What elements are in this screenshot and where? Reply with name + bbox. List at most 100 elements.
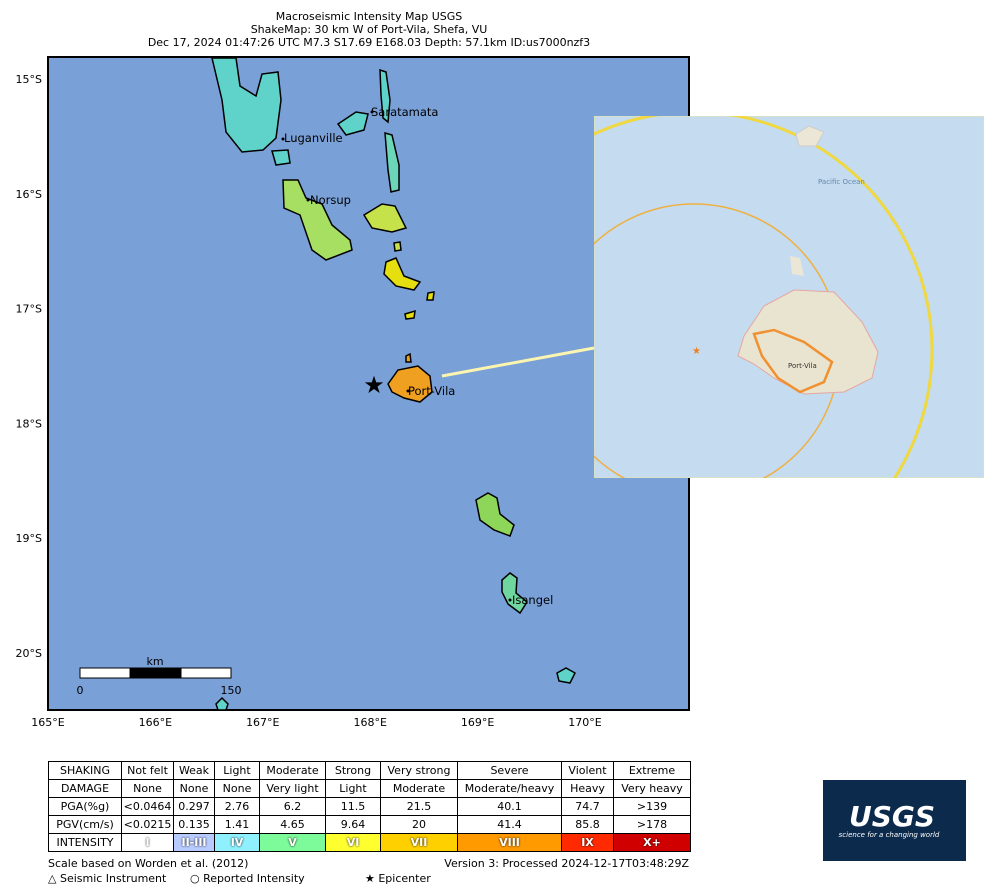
legend-cell: 40.1 (457, 797, 562, 816)
place-label: Saratamata (371, 105, 438, 119)
places: Saratamata Luganville Norsup Port-Vila I… (281, 105, 553, 607)
lon-label: 167°E (246, 716, 279, 729)
legend-cell: 21.5 (380, 797, 458, 816)
legend-cell: Severe (457, 761, 562, 780)
title-line: Dec 17, 2024 01:47:26 UTC M7.3 S17.69 E1… (148, 36, 590, 49)
inset-contour (752, 328, 834, 394)
logo-name: USGS (849, 800, 935, 833)
inset-epicenter: ★ (692, 346, 701, 357)
place-dot (370, 110, 374, 114)
island (271, 149, 291, 166)
lat-label: 18°S (16, 417, 42, 430)
lon-label: 166°E (139, 716, 172, 729)
legend-row: PGV(cm/s) <0.0215 0.135 1.41 4.65 9.64 20 41.4 8… (48, 815, 691, 834)
intensity-contour (594, 116, 934, 478)
scale-segment (79, 667, 131, 679)
logo-tagline: science for a changing world (839, 831, 940, 839)
lat-label: 16°S (16, 188, 42, 201)
legend-cell: 85.8 (561, 815, 614, 834)
island (282, 179, 353, 261)
island (215, 696, 229, 711)
place-label: Port-Vila (408, 384, 455, 398)
inset-city-label: Port-Vila (788, 362, 817, 370)
scale-start: 0 (77, 684, 84, 697)
legend-cell: SHAKING (48, 761, 122, 780)
legend-cell: Moderate/heavy (457, 779, 562, 798)
legend-cell: Not felt (121, 761, 174, 780)
legend-cell: V (259, 833, 326, 852)
lon-label: 165°E (31, 716, 64, 729)
legend-cell: Light (325, 779, 381, 798)
legend-cell: Heavy (561, 779, 614, 798)
legend-cell: Very light (259, 779, 326, 798)
symbol-key: ★ Epicenter (365, 872, 431, 885)
legend-cell: 11.5 (325, 797, 381, 816)
legend-row: SHAKING Not felt Weak Light Moderate Strong Ve… (48, 761, 691, 780)
legend-row: DAMAGE None None None Very light Light Moderat… (48, 779, 691, 798)
title-line: Macroseismic Intensity Map USGS (276, 10, 463, 23)
legend-cell: 20 (380, 815, 458, 834)
inset-pointer (441, 346, 595, 378)
legend-cell: IX (561, 833, 614, 852)
symbol-key: △ Seismic Instrument (48, 872, 167, 885)
map-frame (47, 56, 690, 711)
legend-cell: Very heavy (613, 779, 691, 798)
inset-island (795, 125, 825, 147)
lon-label: 170°E (568, 716, 601, 729)
graticule-labels: 15°S 16°S 17°S 18°S 19°S 20°S 165°E 166°E 167°E 1… (16, 73, 602, 729)
scale-segment (129, 667, 182, 679)
title: Macroseismic Intensity Map USGSShakeMap:… (148, 10, 590, 49)
scale-unit: km (146, 655, 163, 668)
lat-label: 17°S (16, 303, 42, 316)
legend-cell: X+ (613, 833, 691, 852)
island (362, 203, 408, 233)
island (556, 667, 576, 684)
legend-cell: <0.0464 (121, 797, 174, 816)
symbol-key: ○ Reported Intensity (190, 872, 305, 885)
scale-end: 150 (221, 684, 242, 697)
legend-cell: Weak (173, 761, 215, 780)
lat-label: 15°S (16, 73, 42, 86)
lat-label: 20°S (16, 647, 42, 660)
legend-cell: 9.64 (325, 815, 381, 834)
island (426, 291, 435, 301)
island (405, 352, 412, 363)
island (393, 241, 402, 252)
legend-cell: VIII (457, 833, 562, 852)
legend-cell: 4.65 (259, 815, 326, 834)
legend-cell: 0.135 (173, 815, 215, 834)
legend-cell: <0.0215 (121, 815, 174, 834)
legend-cell: DAMAGE (48, 779, 122, 798)
reference: Scale based on Worden et al. (2012) (48, 857, 248, 870)
legend-cell: IV (214, 833, 260, 852)
footer: Scale based on Worden et al. (2012) Versi… (48, 857, 689, 885)
legend-cell: >139 (613, 797, 691, 816)
islands (211, 57, 576, 711)
scale-segment (180, 667, 232, 679)
island (379, 68, 391, 124)
island (336, 111, 369, 136)
legend-cell: 6.2 (259, 797, 326, 816)
legend-cell: Strong (325, 761, 381, 780)
legend-cell: PGA(%g) (48, 797, 122, 816)
place-label: Luganville (284, 131, 343, 145)
legend-cell: None (173, 779, 215, 798)
title-line: ShakeMap: 30 km W of Port-Vila, Shefa, V… (251, 23, 488, 36)
place-label: Norsup (310, 193, 351, 207)
island (383, 257, 422, 291)
island (404, 309, 416, 320)
legend-cell: VII (380, 833, 458, 852)
inset-island (737, 289, 879, 395)
legend-cell: Violent (561, 761, 614, 780)
legend-cell: 0.297 (173, 797, 215, 816)
legend-cell: 74.7 (561, 797, 614, 816)
inset-ocean-label: Pacific Ocean (818, 178, 865, 186)
island (501, 572, 528, 615)
place-dot (508, 598, 512, 602)
legend-cell: PGV(cm/s) (48, 815, 122, 834)
legend-cell: Moderate (380, 779, 458, 798)
legend-row: INTENSITY I II-III IV V VI VII VIII IX X+ (48, 833, 691, 852)
lat-label: 19°S (16, 532, 42, 545)
